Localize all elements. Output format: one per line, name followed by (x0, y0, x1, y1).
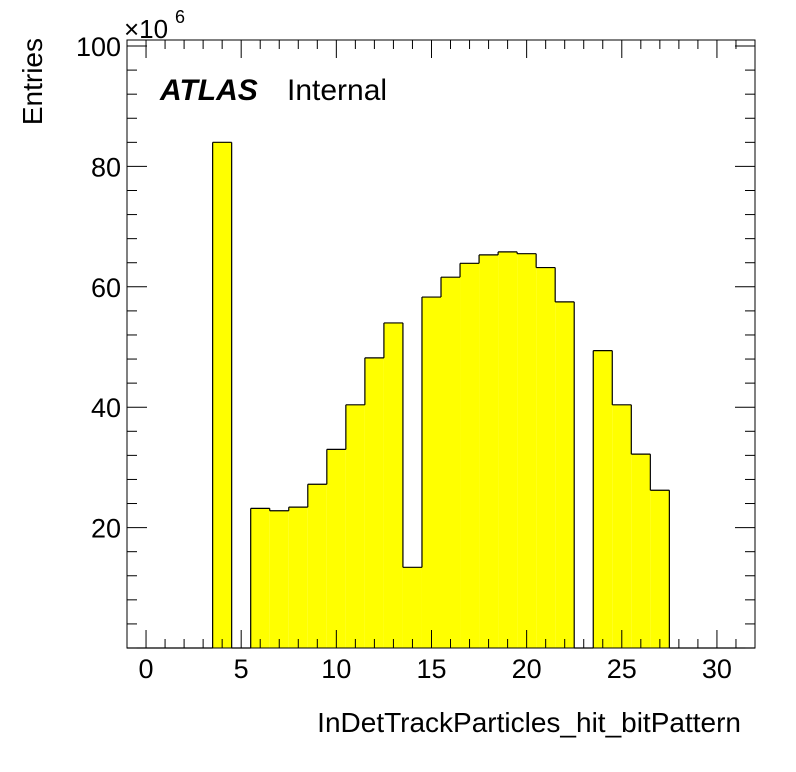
histogram-bar (517, 253, 537, 648)
atlas-status-label: Internal (287, 74, 387, 107)
x-tick-label: 20 (512, 654, 542, 684)
y-multiplier-exponent: 6 (175, 7, 185, 27)
x-axis-title: InDetTrackParticles_hit_bitPattern (317, 707, 741, 738)
tick-labels: 0 5 10 15 20 25 30 20 40 60 80 100 (76, 32, 732, 684)
histogram-bar (536, 267, 556, 648)
histogram-outline (127, 141, 755, 649)
histogram-bar (212, 142, 232, 648)
x-tick-label: 10 (321, 654, 351, 684)
x-tick-label: 25 (607, 654, 637, 684)
y-tick-label: 100 (76, 32, 121, 62)
histogram-bar (650, 490, 670, 648)
histogram-bar (612, 404, 632, 648)
histogram-bar (441, 277, 461, 648)
x-tick-label: 30 (702, 654, 732, 684)
histogram-bar (326, 449, 346, 648)
x-tick-label: 5 (234, 654, 249, 684)
atlas-label: ATLAS (159, 74, 258, 107)
histogram-bar (631, 454, 651, 648)
y-tick-label: 40 (91, 393, 121, 423)
histogram-bar (498, 251, 518, 648)
histogram-bar (269, 510, 289, 648)
y-axis-title: Entries (17, 38, 48, 125)
histogram-bar (421, 297, 441, 648)
axis-ticks (126, 40, 756, 648)
plot-frame (126, 39, 756, 649)
y-tick-label: 60 (91, 273, 121, 303)
x-tick-label: 0 (139, 654, 154, 684)
y-tick-label: 20 (91, 514, 121, 544)
y-tick-label: 80 (91, 152, 121, 182)
x-tick-label: 15 (416, 654, 446, 684)
histogram-bar (307, 484, 327, 648)
histogram-bar (288, 507, 308, 648)
y-multiplier: ×10 (124, 14, 168, 44)
histogram-bar (250, 508, 270, 648)
histogram-bars (212, 142, 670, 649)
histogram-bar (555, 301, 575, 648)
histogram-bar (364, 357, 384, 648)
histogram-bar (460, 263, 480, 648)
histogram-bar (383, 322, 403, 648)
histogram-bar (345, 404, 365, 648)
histogram-bar (402, 567, 422, 648)
histogram-bar (479, 254, 499, 649)
histogram-bar (593, 350, 613, 648)
